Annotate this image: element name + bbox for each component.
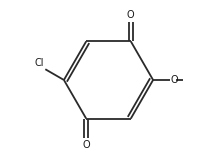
Text: O: O [82,140,90,150]
Text: O: O [127,10,135,20]
Text: O: O [170,75,178,85]
Text: Cl: Cl [35,58,44,68]
